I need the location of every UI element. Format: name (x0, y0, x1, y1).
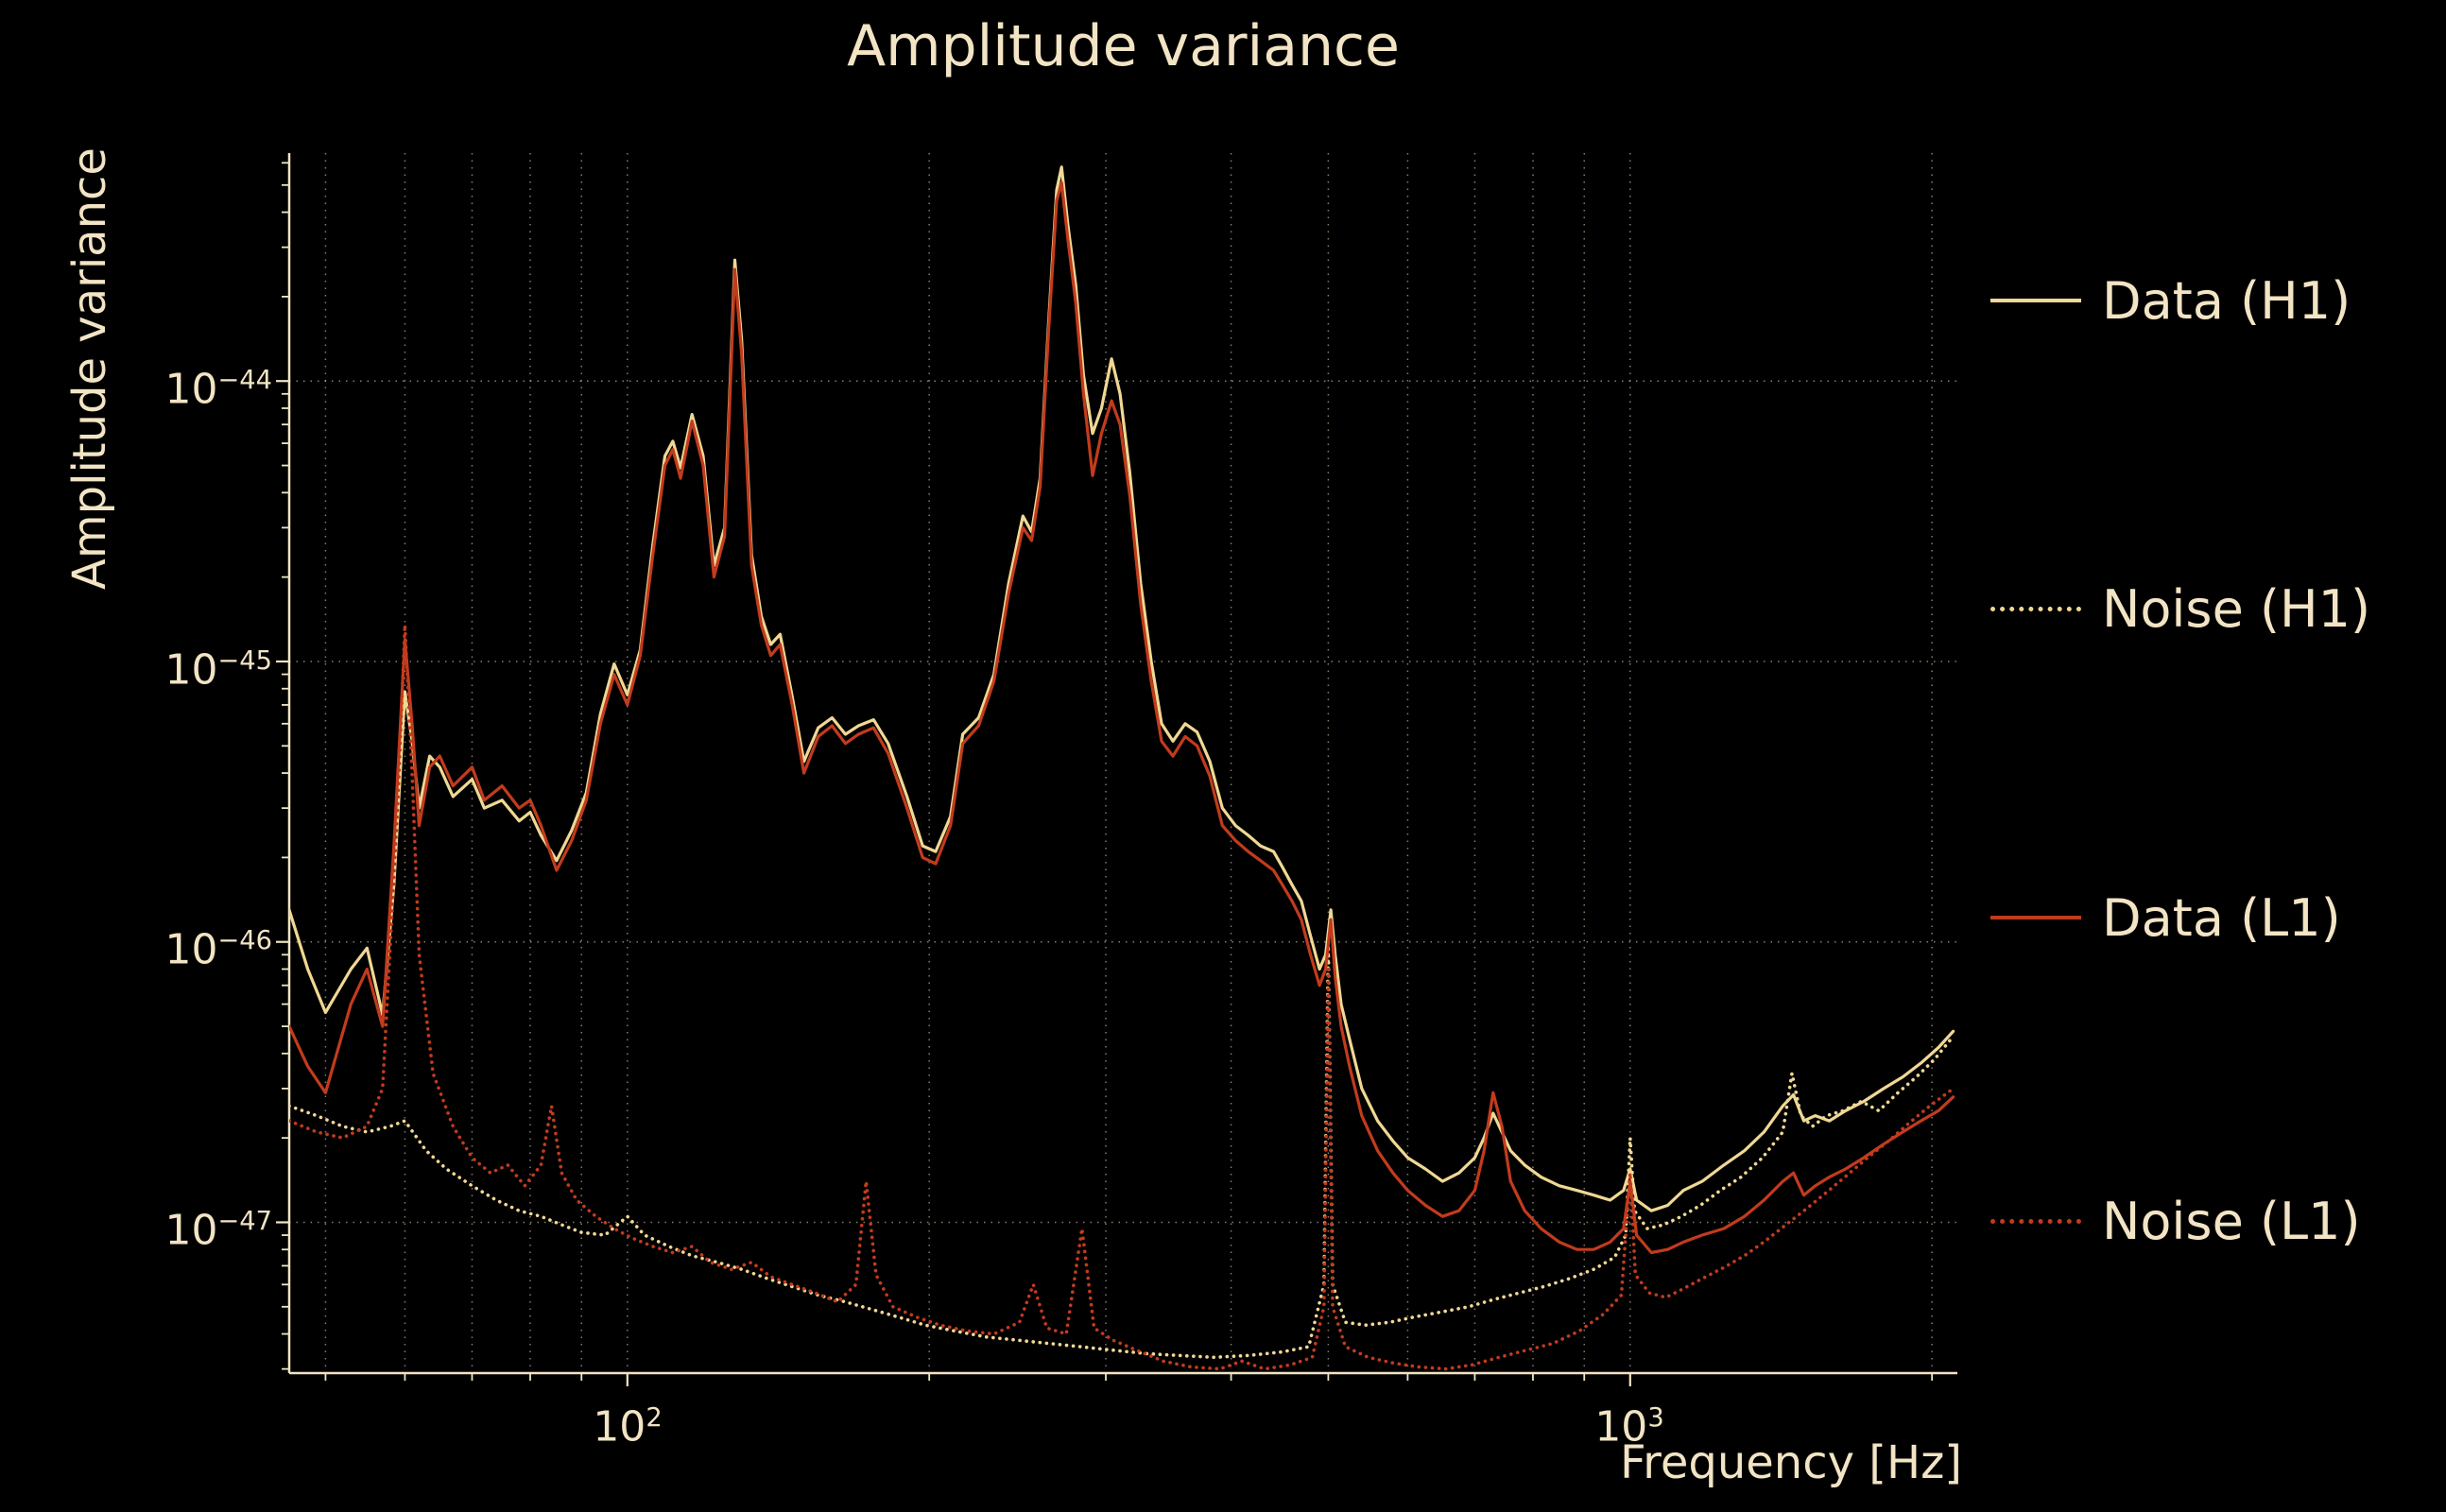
y-tick-label-1e-47: 10−47 (164, 1206, 272, 1255)
legend-entry-data-l1: Data (L1) (1990, 887, 2341, 948)
legend-swatch-noise-l1-line (1990, 1218, 2081, 1224)
series-line-data-h1 (289, 165, 1955, 1212)
legend-swatch-data-h1-line (1990, 299, 2081, 302)
x-tick-label-100: 102 (593, 1402, 663, 1452)
legend-entry-data-h1: Data (H1) (1990, 270, 2351, 331)
series-line-data-l1 (289, 180, 1955, 1255)
series-line-noise-l1 (289, 623, 1955, 1371)
legend-entry-noise-h1: Noise (H1) (1990, 578, 2370, 639)
chart-title: Amplitude variance (847, 13, 1400, 79)
legend-label-noise-h1: Noise (H1) (2102, 578, 2371, 639)
x-axis-label: Frequency [Hz] (1620, 1436, 1962, 1489)
y-tick-label-1e-44: 10−44 (164, 365, 272, 414)
x-tick-label-1000: 103 (1594, 1402, 1664, 1452)
series-line-noise-h1 (289, 939, 1955, 1360)
legend-label-data-l1: Data (L1) (2102, 887, 2341, 948)
legend-swatch-data-l1-line (1990, 916, 2081, 919)
y-tick-label-1e-46: 10−46 (164, 925, 272, 974)
legend-entry-noise-l1: Noise (L1) (1990, 1191, 2361, 1251)
legend-label-noise-l1: Noise (L1) (2102, 1191, 2361, 1251)
legend-swatch-noise-h1-line (1990, 606, 2081, 611)
legend-label-data-h1: Data (H1) (2102, 270, 2351, 331)
y-tick-label-1e-45: 10−45 (164, 645, 272, 695)
